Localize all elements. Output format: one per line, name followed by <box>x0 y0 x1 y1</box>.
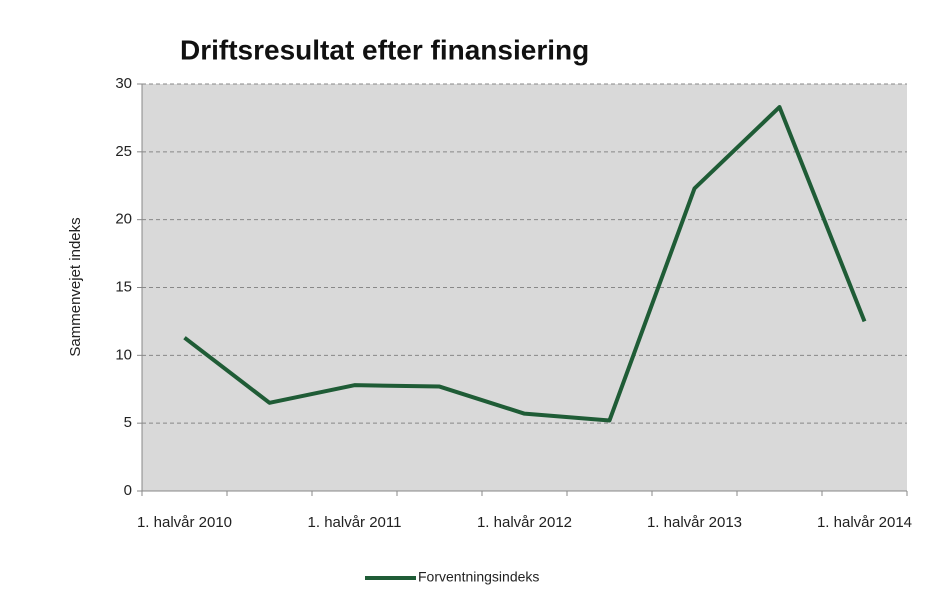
x-tick-label: 1. halvår 2012 <box>477 514 572 531</box>
chart-title: Driftsresultat efter finansiering <box>180 34 589 65</box>
y-tick-label: 30 <box>115 75 132 92</box>
y-tick-label: 20 <box>115 211 132 228</box>
y-tick-label: 10 <box>115 346 132 363</box>
y-axis-label: Sammenvejet indeks <box>67 217 84 356</box>
y-tick-label: 15 <box>115 278 132 295</box>
x-tick-label: 1. halvår 2010 <box>137 514 232 531</box>
x-tick-label: 1. halvår 2014 <box>817 514 912 531</box>
y-tick-label: 0 <box>124 482 132 499</box>
x-tick-label: 1. halvår 2011 <box>308 514 402 531</box>
line <box>183 105 867 423</box>
y-tick-label: 25 <box>115 143 132 160</box>
y-tick-label: 5 <box>124 414 132 431</box>
legend-label: Forventningsindeks <box>418 569 539 585</box>
x-tick-label: 1. halvår 2013 <box>647 514 742 531</box>
